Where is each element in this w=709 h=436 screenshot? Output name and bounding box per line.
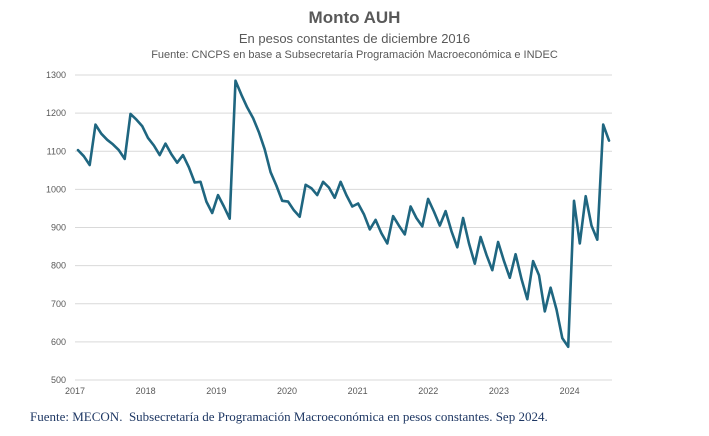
x-tick-label-2020: 2020 xyxy=(277,386,297,396)
chart-frame: Monto AUH En pesos constantes de diciemb… xyxy=(46,8,612,396)
x-tick-label-2018: 2018 xyxy=(136,386,156,396)
y-tick-label-1300: 1300 xyxy=(46,70,66,80)
footer-note: Fuente: MECON. Subsecretaría de Programa… xyxy=(30,409,548,424)
y-tick-label-1200: 1200 xyxy=(46,108,66,118)
y-tick-label-1000: 1000 xyxy=(46,184,66,194)
x-tick-label-2023: 2023 xyxy=(489,386,509,396)
x-tick-label-2019: 2019 xyxy=(206,386,226,396)
y-tick-label-1100: 1100 xyxy=(47,146,66,156)
y-tick-label-600: 600 xyxy=(51,337,66,347)
chart-source: Fuente: CNCPS en base a Subsecretaría Pr… xyxy=(151,49,558,61)
y-tick-label-500: 500 xyxy=(51,375,66,385)
series-line-0 xyxy=(76,79,611,349)
y-tick-label-900: 900 xyxy=(51,223,66,233)
chart-title: Monto AUH xyxy=(308,8,401,27)
x-tick-label-2017: 2017 xyxy=(65,386,85,396)
y-tick-label-700: 700 xyxy=(51,299,66,309)
y-tick-label-800: 800 xyxy=(51,261,66,271)
chart-subtitle: En pesos constantes de diciembre 2016 xyxy=(238,31,471,46)
line-chart: 500 600 700 800 900 1000 1100 1200 1300 2017 2018 2… xyxy=(46,70,612,396)
x-tick-label-2024: 2024 xyxy=(560,386,580,396)
x-tick-label-2021: 2021 xyxy=(348,386,368,396)
x-tick-label-2022: 2022 xyxy=(418,386,438,396)
